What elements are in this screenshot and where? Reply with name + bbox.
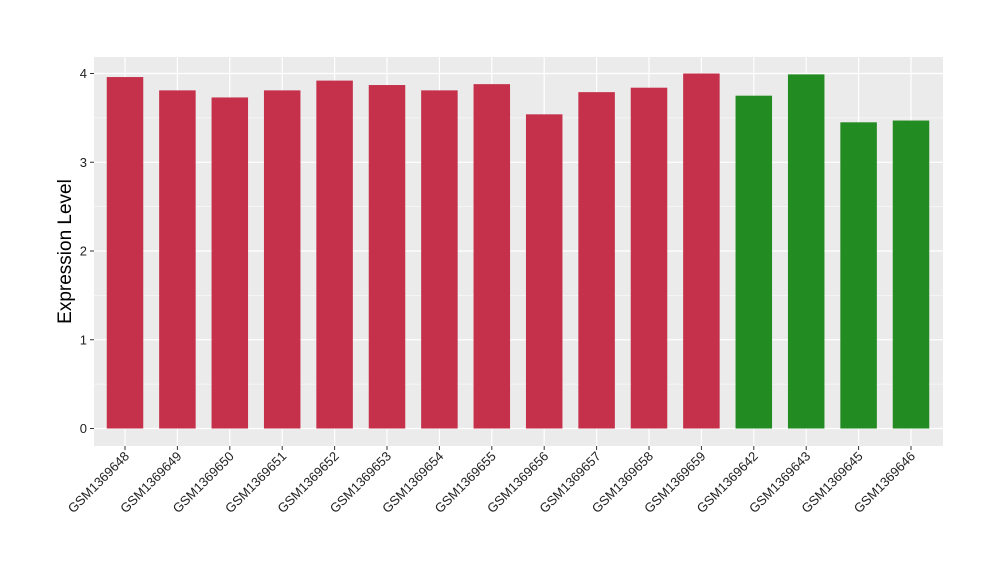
- bar-GSM1369655: [473, 84, 511, 429]
- bar-GSM1369658: [630, 87, 668, 429]
- bar-GSM1369651: [263, 90, 301, 429]
- bar-GSM1369642: [735, 95, 773, 429]
- y-axis-title: Expression Level: [55, 179, 76, 324]
- bar-GSM1369657: [578, 92, 615, 429]
- bar-GSM1369646: [892, 120, 930, 429]
- bar-GSM1369643: [787, 74, 825, 429]
- y-tick-label: 3: [80, 155, 87, 170]
- bar-GSM1369653: [368, 85, 406, 429]
- bar-GSM1369650: [211, 97, 249, 429]
- bar-GSM1369656: [525, 114, 563, 429]
- bar-GSM1369649: [159, 90, 196, 429]
- bar-GSM1369659: [683, 73, 720, 429]
- bar-GSM1369645: [840, 122, 877, 429]
- bars: [106, 73, 930, 429]
- y-tick-label: 2: [80, 244, 87, 259]
- bar-GSM1369654: [421, 90, 458, 429]
- x-axis: GSM1369648GSM1369649GSM1369650GSM1369651…: [65, 446, 918, 516]
- y-axis: 0 1 2 3 4: [80, 66, 94, 436]
- y-tick-label: 4: [80, 66, 87, 81]
- bar-GSM1369652: [316, 80, 353, 429]
- y-tick-label: 0: [80, 421, 87, 436]
- y-tick-label: 1: [80, 332, 87, 347]
- bar-GSM1369648: [106, 77, 144, 429]
